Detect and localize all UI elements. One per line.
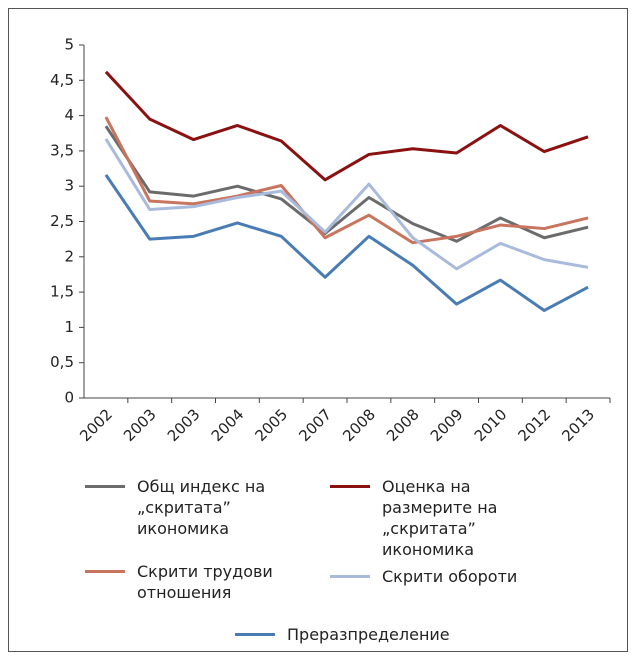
y-tick-label: 4 bbox=[64, 106, 74, 124]
legend-swatch bbox=[330, 575, 370, 578]
x-tick-label: 2003 bbox=[164, 405, 204, 445]
legend-item: Скрити трудови отношения bbox=[85, 561, 307, 603]
legend-swatch bbox=[85, 485, 125, 488]
legend-item: Преразпределение bbox=[235, 624, 457, 645]
x-tick-label: 2008 bbox=[383, 405, 423, 445]
x-tick-label: 2013 bbox=[558, 405, 598, 445]
x-tick-label: 2012 bbox=[515, 405, 555, 445]
legend-item: Скрити обороти bbox=[330, 566, 552, 587]
legend-label: Скрити трудови отношения bbox=[137, 562, 273, 602]
series-line bbox=[104, 116, 589, 245]
x-tick-label: 2009 bbox=[427, 405, 467, 445]
series-line bbox=[104, 174, 589, 312]
y-tick-label: 5 bbox=[64, 36, 74, 54]
y-tick-label: 4,5 bbox=[50, 71, 74, 89]
legend-label: Общ индекс на „скритата” икономика bbox=[137, 477, 266, 538]
legend-swatch bbox=[235, 633, 275, 636]
series-line bbox=[104, 138, 589, 271]
legend-label: Преразпределение bbox=[287, 625, 450, 644]
x-tick-label: 2005 bbox=[252, 405, 292, 445]
legend-item: Оценка на размерите на „скритата” иконом… bbox=[330, 476, 552, 560]
x-tick-label: 2004 bbox=[208, 405, 248, 445]
legend-swatch bbox=[85, 570, 125, 573]
x-tick-label: 2002 bbox=[76, 405, 116, 445]
series-line bbox=[104, 125, 589, 243]
series-line bbox=[104, 70, 589, 182]
y-tick-label: 2 bbox=[64, 247, 74, 265]
y-tick-label: 2,5 bbox=[50, 212, 74, 230]
y-tick-label: 1 bbox=[64, 318, 74, 336]
legend-label: Оценка на размерите на „скритата” иконом… bbox=[382, 477, 498, 559]
y-tick-label: 3,5 bbox=[50, 141, 74, 159]
x-tick-label: 2010 bbox=[471, 405, 511, 445]
y-tick-label: 0 bbox=[64, 389, 74, 407]
y-tick-label: 0,5 bbox=[50, 353, 74, 371]
legend-label: Скрити обороти bbox=[382, 567, 518, 586]
y-tick-label: 1,5 bbox=[50, 283, 74, 301]
x-tick-label: 2007 bbox=[295, 405, 335, 445]
y-tick-label: 3 bbox=[64, 177, 74, 195]
legend-swatch bbox=[330, 485, 370, 488]
x-tick-label: 2003 bbox=[120, 405, 160, 445]
frame bbox=[8, 8, 628, 652]
legend-item: Общ индекс на „скритата” икономика bbox=[85, 476, 307, 539]
x-tick-label: 2008 bbox=[339, 405, 379, 445]
